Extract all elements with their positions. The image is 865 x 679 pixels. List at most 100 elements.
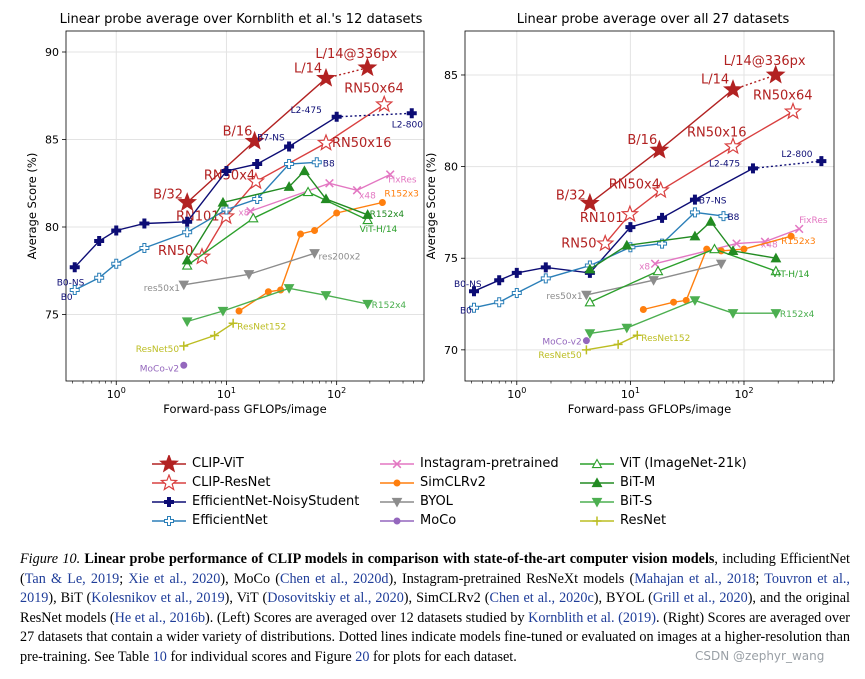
- caption-citation[interactable]: 20: [355, 648, 370, 665]
- data-point: [715, 259, 727, 270]
- data-point: [651, 180, 670, 199]
- legend-swatch: [152, 474, 186, 491]
- data-label: FixRes: [799, 216, 828, 226]
- data-point: [584, 296, 596, 307]
- data-label: B/32: [153, 188, 183, 203]
- legend-marker: [391, 497, 403, 508]
- caption-bold-title: Linear probe performance of CLIP models …: [84, 551, 715, 567]
- data-point: [210, 331, 220, 340]
- data-point: [406, 108, 417, 119]
- data-point: [689, 194, 700, 205]
- series-line: [187, 287, 368, 323]
- data-point: [581, 345, 591, 355]
- data-point: [689, 296, 701, 306]
- caption-text: ), MoCo (: [220, 570, 280, 587]
- legend-label: ResNet: [620, 513, 667, 528]
- caption-citation[interactable]: Tan & Le, 2019: [24, 570, 120, 587]
- caption-citation[interactable]: Dosovitskiy et al., 2020: [267, 590, 404, 606]
- legend-item: BiT-M: [578, 474, 778, 492]
- x-tick-label: 100: [507, 386, 526, 401]
- caption-citation[interactable]: 10: [152, 648, 167, 665]
- legend-marker: [159, 474, 179, 491]
- data-point: [770, 309, 782, 319]
- caption-citation[interactable]: Kolesnikov et al., 2019: [91, 590, 225, 606]
- series-line: [186, 191, 368, 267]
- data-point: [657, 238, 668, 249]
- data-point: [632, 330, 642, 340]
- legend-item: CLIP-ViT: [150, 455, 350, 473]
- caption-text: . (Right) Scores are averaged over 27 da…: [20, 609, 851, 665]
- x-tick-exponent: 0: [121, 386, 126, 395]
- data-point: [540, 273, 551, 284]
- legend-marker: [393, 479, 401, 487]
- caption-citation[interactable]: Touvron et al., 2019: [20, 570, 850, 607]
- legend-swatch: [380, 517, 414, 525]
- data-point: [732, 239, 741, 248]
- data-point: [181, 317, 193, 328]
- caption-text: ;: [755, 570, 765, 587]
- data-label: RN50x64: [753, 89, 813, 104]
- caption-citation[interactable]: Kornblith et al. (2019): [528, 609, 656, 626]
- x-tick-exponent: 1: [635, 386, 640, 395]
- figure-caption: Figure 10. Linear probe performance of C…: [20, 550, 850, 667]
- data-point: [494, 297, 505, 308]
- caption-citation[interactable]: Grill et al., 2020: [652, 590, 748, 606]
- y-tick-label: 85: [444, 69, 458, 82]
- caption-citation[interactable]: Chen et al., 2020d: [279, 570, 389, 587]
- data-point: [217, 306, 229, 317]
- caption-citation[interactable]: Mahajan et al., 2018: [634, 570, 756, 587]
- data-point: [69, 262, 80, 273]
- data-point: [320, 193, 332, 204]
- series-line: [74, 161, 317, 291]
- caption-text: , including EfficientNet (: [20, 551, 851, 587]
- caption-citation[interactable]: Xie et al., 2020: [128, 570, 221, 587]
- data-label: FixRes: [388, 176, 417, 186]
- data-point: [302, 186, 314, 197]
- data-point: [816, 156, 827, 167]
- plot-frame: [65, 30, 425, 382]
- legend-item: BYOL: [378, 493, 578, 511]
- data-point: [69, 285, 80, 295]
- data-point: [235, 307, 243, 315]
- data-point: [246, 171, 266, 190]
- y-tick-label: 75: [45, 309, 59, 322]
- caption-text: ), and the original ResNet models (: [20, 590, 850, 626]
- series-clip-vit: [177, 57, 378, 211]
- chart-panel-1: Linear probe average over Kornblith et a…: [25, 12, 425, 416]
- data-point: [252, 159, 263, 169]
- data-point: [511, 288, 522, 299]
- y-tick-label: 75: [444, 252, 458, 265]
- series-moco: [180, 361, 188, 369]
- y-tick-label: 80: [45, 221, 59, 234]
- legend-marker: [592, 516, 602, 526]
- data-label: B7-NS: [699, 197, 727, 207]
- legend-swatch: [380, 497, 414, 508]
- data-point: [794, 224, 804, 234]
- caption-citation[interactable]: Chen et al., 2020c: [489, 590, 594, 606]
- data-point: [284, 159, 295, 169]
- data-point: [221, 166, 232, 176]
- series-line: [186, 169, 368, 261]
- legend-label: BYOL: [420, 494, 453, 509]
- data-point: [325, 178, 334, 188]
- x-tick-exponent: 2: [341, 386, 346, 395]
- caption-citation[interactable]: He et al., 2016b: [114, 609, 206, 626]
- series-resnet: [581, 330, 642, 355]
- caption-text: for plots for each dataset.: [369, 648, 517, 665]
- legend-label: CLIP-ViT: [192, 456, 244, 471]
- series-resnet: [179, 318, 238, 351]
- legend-label: EfficientNet-NoisyStudent: [192, 494, 360, 509]
- chart-panel-2: Linear probe average over all 27 dataset…: [424, 12, 835, 416]
- caption-body: , including EfficientNet (Tan & Le, 2019…: [20, 551, 850, 665]
- data-label: B7-NS: [257, 134, 285, 144]
- data-point: [247, 212, 259, 223]
- caption-text: ), BiT (: [48, 590, 92, 606]
- data-label: ViT-H/14: [360, 225, 398, 235]
- legend-label: BiT-M: [620, 475, 656, 490]
- legend-marker: [164, 516, 174, 526]
- data-point: [540, 262, 551, 273]
- data-label: L2-475: [291, 106, 322, 116]
- data-label: R152x3: [781, 237, 815, 247]
- data-label: L2-800: [392, 120, 423, 130]
- x-tick-label: 100: [107, 386, 126, 401]
